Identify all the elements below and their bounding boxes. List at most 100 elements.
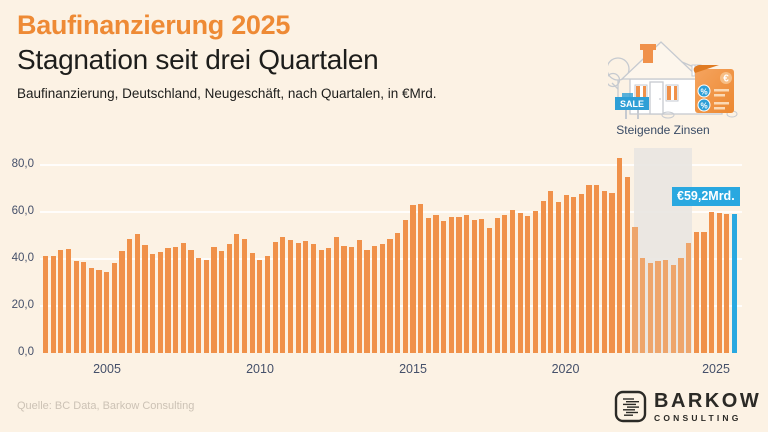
- bar: [686, 243, 692, 353]
- bar: [173, 246, 179, 353]
- barkow-logo-icon: [614, 390, 647, 423]
- bar: [418, 204, 424, 353]
- bar: [88, 268, 95, 353]
- y-tick-label: 80,0: [11, 158, 34, 171]
- bar: [341, 245, 347, 353]
- gridline: [40, 164, 742, 167]
- logo-wordmark: BARKOW: [654, 390, 762, 412]
- house-sale-illustration: SALE € % %: [608, 41, 738, 119]
- bar: [693, 232, 699, 353]
- chart-description: Baufinanzierung, Deutschland, Neugeschäf…: [17, 86, 437, 101]
- bar: [463, 215, 470, 353]
- bar: [433, 215, 439, 353]
- bar: [670, 264, 676, 353]
- bar: [609, 192, 615, 353]
- bar: [257, 259, 263, 353]
- bar: [127, 239, 133, 353]
- bar: [716, 213, 722, 353]
- bar: [119, 250, 125, 353]
- interest-scroll-icon: € % %: [693, 65, 734, 113]
- y-tick-label: 20,0: [11, 299, 34, 312]
- bar: [471, 219, 477, 353]
- source-note: Quelle: BC Data, Barkow Consulting: [17, 400, 195, 412]
- bar: [555, 201, 562, 353]
- bar: [701, 231, 707, 353]
- bar: [425, 218, 431, 353]
- bar: [241, 238, 248, 353]
- bar: [157, 251, 163, 353]
- bar: [196, 257, 202, 353]
- bar: [448, 216, 454, 353]
- bar: [479, 218, 485, 353]
- bar: [203, 260, 209, 353]
- bar: [372, 246, 378, 353]
- bar: [364, 249, 370, 353]
- y-tick-label: 0,0: [18, 346, 34, 358]
- bar: [486, 227, 493, 353]
- page-subtitle: Stagnation seit drei Quartalen: [17, 44, 379, 75]
- bar: [617, 158, 623, 353]
- bar: [640, 257, 646, 353]
- bar: [111, 262, 117, 353]
- bar: [180, 243, 186, 353]
- x-tick-label: 2005: [93, 362, 121, 376]
- y-tick-label: 60,0: [11, 205, 34, 218]
- bar: [379, 243, 385, 353]
- bar: [624, 177, 630, 353]
- sale-sign-icon: SALE: [615, 93, 649, 119]
- bar: [218, 250, 225, 353]
- bar: [724, 213, 730, 353]
- bar: [456, 216, 462, 353]
- bar: [356, 239, 362, 353]
- bar: [188, 249, 194, 353]
- bar: [402, 220, 408, 353]
- bar: [42, 256, 49, 353]
- bar: [280, 237, 286, 353]
- bar: [663, 260, 669, 353]
- bar: [73, 260, 79, 353]
- bar: [517, 212, 523, 353]
- bar: [333, 237, 339, 353]
- bar: [134, 233, 140, 353]
- bar: [678, 257, 684, 353]
- bar: [548, 190, 554, 353]
- bar: [410, 204, 416, 353]
- value-callout: €59,2Mrd.: [672, 187, 740, 206]
- bar: [632, 226, 638, 353]
- gridline: [40, 211, 742, 214]
- bar-latest-quarter: [731, 214, 738, 353]
- bar: [601, 191, 607, 353]
- bar: [226, 244, 232, 353]
- bar: [81, 262, 87, 353]
- page-title: Baufinanzierung 2025: [17, 10, 291, 40]
- bar: [563, 195, 569, 353]
- x-tick-label: 2015: [399, 362, 427, 376]
- svg-text:%: %: [700, 102, 707, 111]
- x-tick-label: 2010: [246, 362, 274, 376]
- bar: [272, 241, 278, 353]
- bar: [96, 269, 102, 353]
- bar: [594, 185, 600, 353]
- bar: [295, 243, 301, 353]
- x-tick-label: 2020: [551, 362, 580, 376]
- bar: [318, 250, 324, 353]
- bar: [287, 240, 294, 353]
- logo-subtext: CONSULTING: [654, 413, 742, 423]
- bar: [349, 247, 355, 353]
- bar: [58, 249, 64, 353]
- bar: [104, 272, 110, 353]
- bar: [441, 220, 447, 353]
- bar: [249, 253, 255, 353]
- bar: [142, 245, 148, 353]
- bar: [532, 210, 539, 353]
- bar: [540, 200, 546, 353]
- bar: [65, 248, 72, 353]
- tree-icon: [608, 57, 630, 105]
- bar: [494, 217, 500, 353]
- bar: [165, 247, 171, 353]
- bar: [502, 214, 508, 353]
- bar: [578, 194, 584, 353]
- svg-text:%: %: [700, 88, 707, 97]
